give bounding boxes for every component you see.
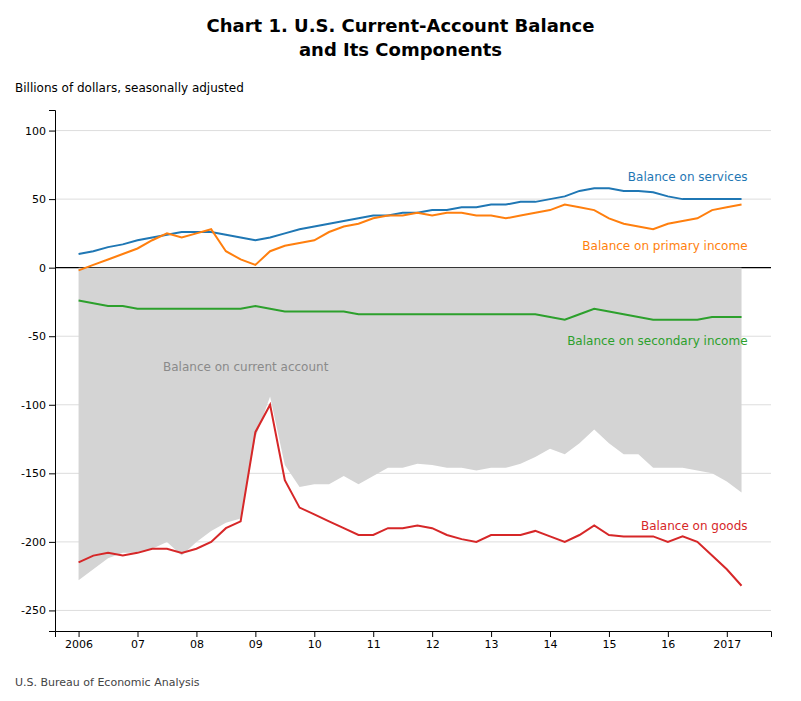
series-label: Balance on primary income	[582, 239, 747, 253]
subtitle: and Its Components	[299, 39, 502, 60]
x-tick: 15	[602, 631, 616, 651]
area	[79, 268, 742, 581]
y-tick: 0	[39, 262, 55, 275]
y-axis-line	[49, 111, 56, 632]
x-axis-line	[56, 632, 772, 638]
grid-line	[55, 610, 771, 611]
x-tick-mark	[668, 631, 669, 637]
source: U.S. Bureau of Economic Analysis	[15, 676, 200, 689]
x-axis: 2006 07 08 09 10 11 12 13 14 15 16 2017	[56, 631, 772, 651]
x-tick-mark	[196, 631, 197, 637]
x-tick-label: 16	[661, 638, 675, 651]
grid-line	[55, 130, 771, 131]
y-tick-mark	[49, 542, 55, 543]
x-tick: 07	[131, 631, 145, 651]
x-tick-mark	[727, 631, 728, 637]
x-tick: 2006	[65, 631, 93, 651]
x-tick: 10	[308, 631, 322, 651]
y-tick: 50	[32, 193, 55, 206]
series-label: Balance on services	[628, 170, 748, 184]
x-tick: 09	[249, 631, 263, 651]
x-tick: 13	[485, 631, 499, 651]
chart: 2006 07 08 09 10 11 12 13 14 15 16 2017 -250 -200 -150…	[0, 0, 801, 701]
y-axis-label: Billions of dollars, seasonally adjusted	[15, 81, 244, 95]
y-tick-mark	[49, 610, 55, 611]
y-tick: -150	[21, 467, 55, 480]
grid	[55, 131, 771, 611]
grid-line	[55, 199, 771, 200]
series-label: Balance on goods	[641, 519, 748, 533]
x-tick: 16	[661, 631, 675, 651]
x-tick: 2017	[713, 631, 741, 651]
x-tick-label: 12	[426, 638, 440, 651]
x-tick-label: 15	[602, 638, 616, 651]
x-tick-label: 13	[485, 638, 499, 651]
line	[79, 301, 742, 320]
y-axis: -250 -200 -150 -100 -50 0 50 100	[21, 111, 55, 632]
title: Chart 1. U.S. Current-Account Balance	[207, 15, 595, 36]
y-tick-label: -200	[21, 536, 46, 549]
x-tick-label: 11	[367, 638, 381, 651]
x-tick-label: 14	[544, 638, 558, 651]
x-tick-mark	[373, 631, 374, 637]
y-tick-mark	[49, 336, 55, 337]
y-tick-label: 0	[39, 262, 46, 275]
y-tick-label: 50	[32, 193, 46, 206]
y-tick: -250	[21, 604, 55, 617]
y-tick-mark	[49, 131, 55, 132]
x-tick-mark	[491, 631, 492, 637]
x-tick-mark	[79, 631, 80, 637]
x-tick-mark	[314, 631, 315, 637]
y-tick-label: -100	[21, 399, 46, 412]
y-tick-label: -150	[21, 467, 46, 480]
y-tick-label: -250	[21, 604, 46, 617]
y-tick-mark	[49, 405, 55, 406]
x-tick-mark	[609, 631, 610, 637]
series-label: Balance on secondary income	[567, 334, 747, 348]
y-tick-mark	[49, 199, 55, 200]
y-tick-mark	[49, 473, 55, 474]
x-tick-label: 2017	[713, 638, 741, 651]
y-tick-label: -50	[28, 330, 46, 343]
y-tick: -200	[21, 536, 55, 549]
x-tick: 14	[544, 631, 558, 651]
x-tick-mark	[550, 631, 551, 637]
y-tick: -100	[21, 399, 55, 412]
x-tick: 08	[190, 631, 204, 651]
x-tick-label: 2006	[65, 638, 93, 651]
x-tick: 12	[426, 631, 440, 651]
x-tick-mark	[255, 631, 256, 637]
y-tick: 100	[25, 125, 55, 138]
x-tick: 11	[367, 631, 381, 651]
line	[79, 205, 742, 271]
x-tick-mark	[432, 631, 433, 637]
x-tick-label: 07	[131, 638, 145, 651]
line	[79, 405, 742, 586]
y-tick-mark	[49, 268, 55, 269]
x-tick-label: 10	[308, 638, 322, 651]
x-tick-label: 08	[190, 638, 204, 651]
series-label: Balance on current account	[163, 360, 329, 374]
x-tick-mark	[138, 631, 139, 637]
y-tick: -50	[28, 330, 55, 343]
y-tick-label: 100	[25, 125, 46, 138]
x-tick-label: 09	[249, 638, 263, 651]
